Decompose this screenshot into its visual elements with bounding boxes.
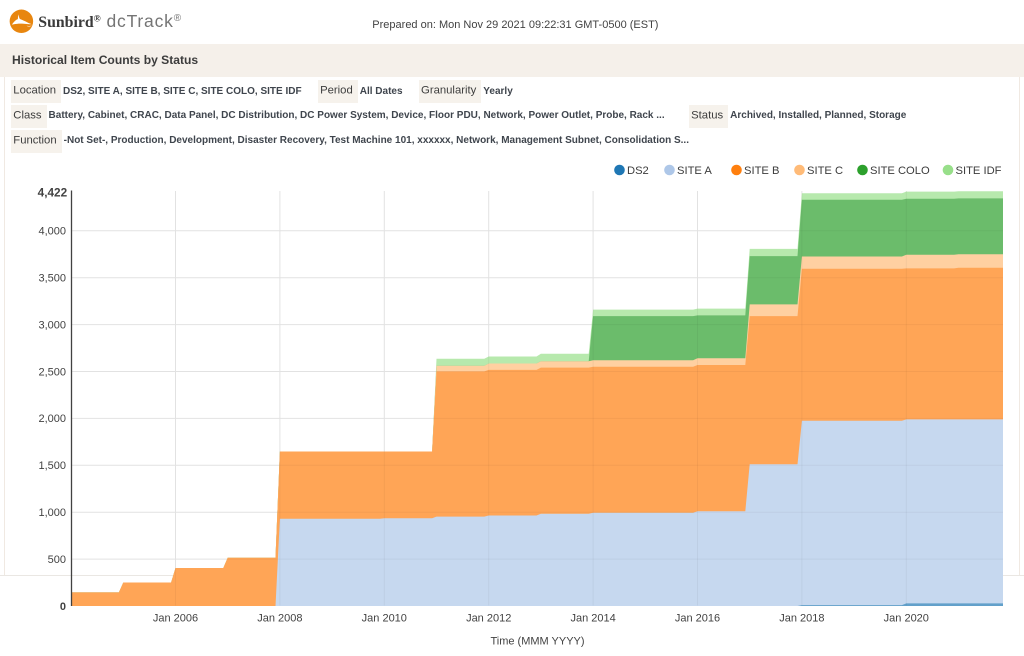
svg-text:1,500: 1,500 [38, 460, 66, 472]
svg-text:Jan 2010: Jan 2010 [362, 613, 407, 625]
svg-text:SITE C: SITE C [807, 165, 843, 177]
svg-text:2,500: 2,500 [38, 366, 66, 378]
svg-text:SITE COLO: SITE COLO [870, 165, 930, 177]
svg-text:Jan 2018: Jan 2018 [779, 613, 824, 625]
svg-text:Jan 2014: Jan 2014 [570, 613, 615, 625]
svg-text:3,000: 3,000 [38, 319, 66, 331]
svg-text:Jan 2008: Jan 2008 [257, 613, 302, 625]
svg-text:SITE B: SITE B [744, 165, 779, 177]
svg-text:0: 0 [60, 601, 66, 613]
svg-text:dcTrack®: dcTrack® [107, 11, 182, 31]
svg-text:500: 500 [48, 554, 66, 566]
svg-text:Jan 2016: Jan 2016 [675, 613, 720, 625]
svg-text:Jan 2020: Jan 2020 [884, 613, 929, 625]
svg-text:SITE A: SITE A [677, 165, 712, 177]
svg-text:Jan 2012: Jan 2012 [466, 613, 511, 625]
svg-text:1,000: 1,000 [38, 507, 66, 519]
svg-text:3,500: 3,500 [38, 273, 66, 285]
svg-text:SITE IDF: SITE IDF [956, 165, 1002, 177]
svg-text:Prepared on: Mon Nov 29 2021 0: Prepared on: Mon Nov 29 2021 09:22:31 GM… [372, 19, 658, 31]
svg-text:DS2: DS2 [627, 165, 649, 177]
svg-text:4,000: 4,000 [38, 226, 66, 238]
svg-text:Time (MMM YYYY): Time (MMM YYYY) [490, 636, 584, 648]
svg-text:Sunbird®: Sunbird® [38, 14, 100, 32]
svg-text:Jan 2006: Jan 2006 [153, 613, 198, 625]
svg-text:2,000: 2,000 [38, 413, 66, 425]
svg-text:4,422: 4,422 [38, 185, 68, 199]
